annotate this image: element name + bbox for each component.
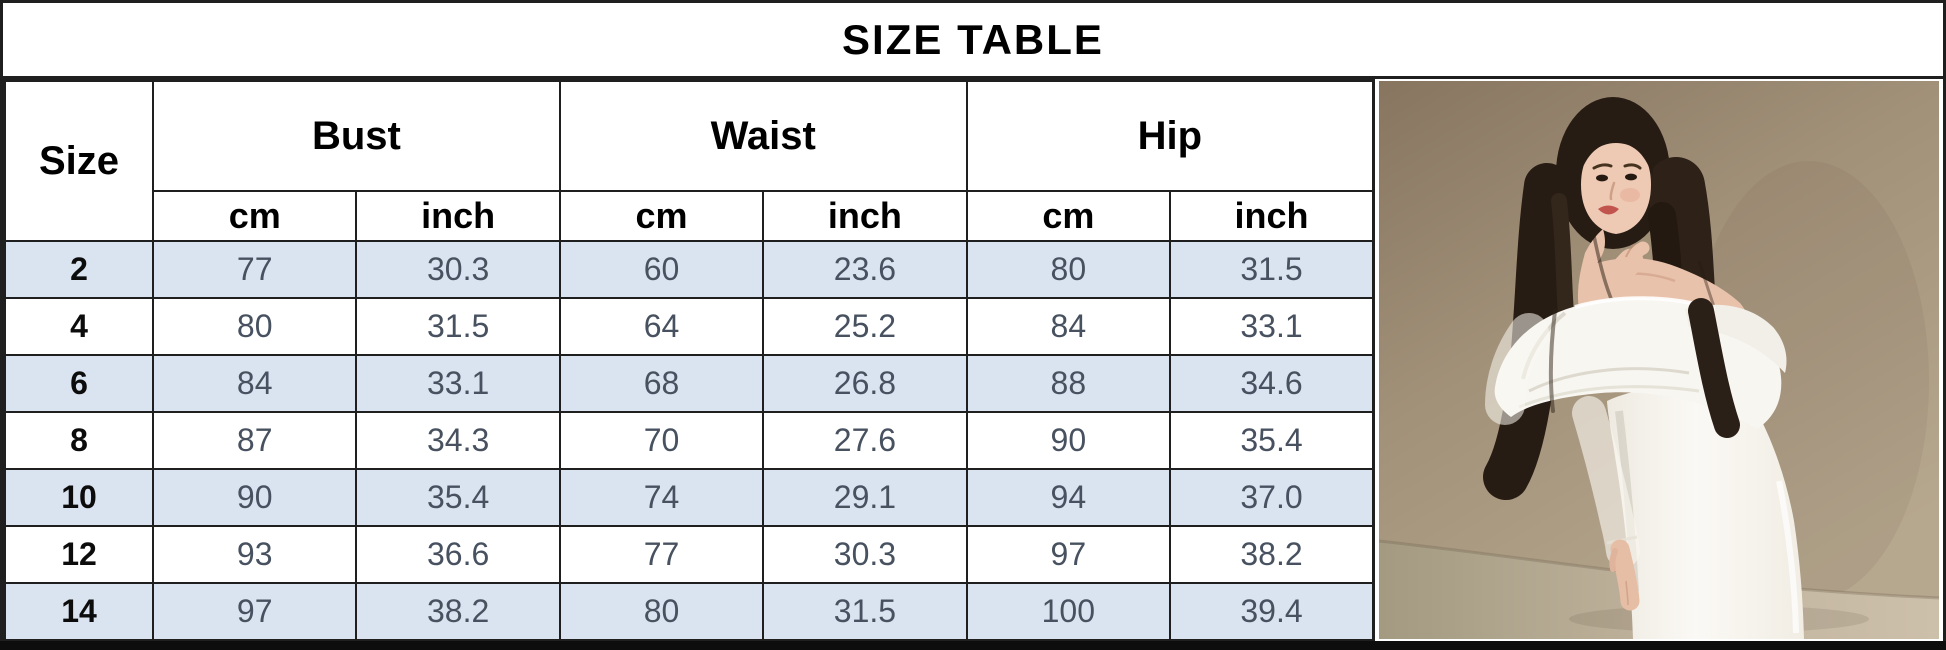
table-row: 8 87 34.3 70 27.6 90 35.4 [3,411,1375,470]
measurement-value: 77 [558,525,765,584]
size-table-body: 2 77 30.3 60 23.6 80 31.5 4 80 31.5 64 25.2 84 33.1 6 8… [3,240,1375,642]
unit-header: inch [1169,190,1375,242]
measurement-value: 100 [965,582,1172,642]
measurement-value: 70 [558,411,765,470]
measurement-value: 38.2 [355,582,561,642]
hip-column-header: Hip [965,79,1375,192]
measurement-value: 80 [151,297,358,356]
measurement-value: 84 [965,297,1172,356]
measurement-value: 31.5 [762,582,968,642]
measurement-value: 36.6 [355,525,561,584]
size-value: 2 [3,240,154,299]
measurement-value: 35.4 [355,468,561,527]
model-figure [1483,97,1804,639]
measurement-value: 60 [558,240,765,299]
model-hand [1609,539,1640,611]
table-row: 10 90 35.4 74 29.1 94 37.0 [3,468,1375,527]
size-value: 14 [3,582,154,642]
unit-header: cm [965,190,1172,242]
table-row: 14 97 38.2 80 31.5 100 39.4 [3,582,1375,642]
table-title-bar: SIZE TABLE [3,3,1943,79]
size-column-header: Size [3,79,154,242]
unit-header: inch [355,190,561,242]
bust-column-header: Bust [152,79,561,192]
size-value: 6 [3,354,154,413]
measurement-value: 90 [965,411,1172,470]
measurement-value: 88 [965,354,1172,413]
measurement-value: 26.8 [762,354,968,413]
measurement-value: 94 [965,468,1172,527]
table-row: 12 93 36.6 77 30.3 97 38.2 [3,525,1375,584]
group-header-row: Size Bust Waist Hip [3,79,1375,242]
size-value: 4 [3,297,154,356]
content-area: Size Bust Waist Hip cm inch cm inch cm inch 2… [3,79,1943,642]
table-row: 2 77 30.3 60 23.6 80 31.5 [3,240,1375,299]
hair-strands-front [1548,298,1740,438]
measurement-value: 23.6 [762,240,968,299]
waist-column-header: Waist [558,79,968,192]
measurement-value: 77 [151,240,358,299]
unit-header: cm [558,190,765,242]
size-value: 8 [3,411,154,470]
table-row: 6 84 33.1 68 26.8 88 34.6 [3,354,1375,413]
table-row: 4 80 31.5 64 25.2 84 33.1 [3,297,1375,356]
size-value: 12 [3,525,154,584]
size-value: 10 [3,468,154,527]
measurement-value: 27.6 [762,411,968,470]
measurement-value: 39.4 [1169,582,1375,642]
measurement-value: 93 [151,525,358,584]
measurement-value: 80 [558,582,765,642]
measurement-value: 29.1 [762,468,968,527]
bottom-border [0,641,1946,650]
measurement-value: 31.5 [355,297,561,356]
measurement-value: 34.6 [1169,354,1375,413]
measurement-value: 74 [558,468,765,527]
measurement-value: 30.3 [355,240,561,299]
measurement-value: 33.1 [1169,297,1375,356]
measurement-value: 80 [965,240,1172,299]
measurement-value: 38.2 [1169,525,1375,584]
measurement-value: 68 [558,354,765,413]
model-photo [1379,81,1939,639]
unit-header-row: cm inch cm inch cm inch [5,190,1375,242]
measurement-value: 31.5 [1169,240,1375,299]
model-photo-illustration [1379,81,1939,639]
size-table-header: Size Bust Waist Hip cm inch cm inch cm inch [3,79,1375,242]
measurement-value: 97 [151,582,358,642]
measurement-value: 37.0 [1169,468,1375,527]
page-title: SIZE TABLE [842,15,1104,63]
measurement-value: 34.3 [355,411,561,470]
size-table: Size Bust Waist Hip cm inch cm inch cm inch 2… [3,79,1375,642]
measurement-value: 35.4 [1169,411,1375,470]
unit-header: inch [762,190,968,242]
measurement-value: 90 [151,468,358,527]
measurement-value: 87 [151,411,358,470]
model-face [1579,125,1653,234]
measurement-value: 84 [151,354,358,413]
measurement-value: 97 [965,525,1172,584]
measurement-value: 30.3 [762,525,968,584]
measurement-value: 64 [558,297,765,356]
unit-header: cm [151,190,358,242]
measurement-value: 25.2 [762,297,968,356]
measurement-value: 33.1 [355,354,561,413]
